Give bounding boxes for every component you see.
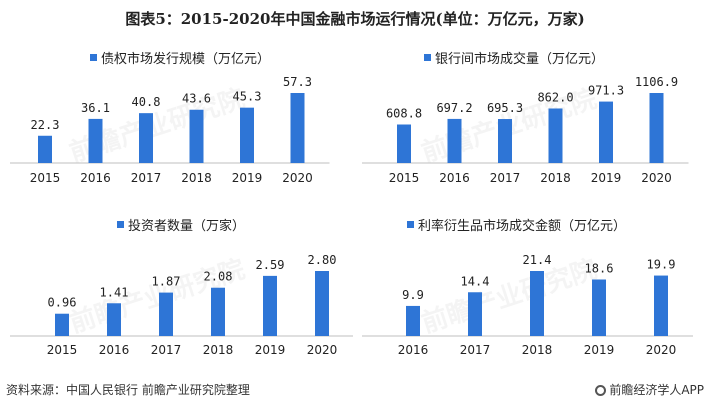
x-tick-label: 2016 [439,171,470,185]
bar [468,292,482,336]
data-label: 36.1 [81,101,110,115]
legend-marker [90,54,97,61]
data-label: 9.9 [402,288,424,302]
bar [159,292,173,336]
bar [211,287,225,336]
chart-svg: 前瞻产业研究院银行间市场成交量（万亿元）608.82015697.2201669… [362,51,689,185]
x-tick-label: 2020 [307,343,338,357]
chart-title: 投资者数量（万家） [128,218,245,234]
x-tick-label: 2015 [30,171,61,185]
x-tick-label: 2016 [80,171,111,185]
data-label: 14.4 [461,274,490,288]
page-title: 图表5：2015-2020年中国金融市场运行情况(单位：万亿元，万家) [125,10,585,28]
chart-title: 银行间市场成交量（万亿元） [435,51,604,67]
publisher-credit: 前瞻经济学人APP [595,381,704,398]
watermark: 前瞻产业研究院 [418,254,601,340]
legend-marker [117,221,124,228]
bar [592,279,606,336]
data-label: 40.8 [132,95,161,109]
data-label: 1106.9 [635,75,678,89]
data-label: 1.87 [152,275,181,289]
publisher-name: 前瞻经济学人APP [609,383,704,397]
publisher-logo-icon [595,385,607,396]
data-label: 2.08 [204,270,233,284]
legend-marker [407,221,414,228]
x-tick-label: 2019 [255,343,286,357]
data-label: 697.2 [436,101,472,115]
x-tick-label: 2015 [389,171,420,185]
bar [139,113,153,163]
bar [315,271,329,336]
data-label: 18.6 [585,262,614,276]
x-tick-label: 2018 [522,343,553,357]
bar [406,305,420,336]
source-note: 资料来源：中国人民银行 前瞻产业研究院整理 [6,383,250,397]
x-tick-label: 2017 [460,343,491,357]
chart-svg: 前瞻产业研究院投资者数量（万家）0.9620151.4120161.872017… [10,218,353,357]
bar [498,119,512,163]
chart-svg: 前瞻产业研究院 利率衍生品市场成交金额（万亿元） 9.9 2016 14.4 2017 21… [362,218,693,357]
bar [107,303,121,336]
chart-svg: 前瞻产业研究院债权市场发行规模（万亿元）22.3201536.1201640.8… [10,51,330,185]
data-label: 22.3 [31,118,60,132]
chart-title: 债权市场发行规模（万亿元） [101,51,270,67]
data-label: 43.6 [182,92,211,106]
x-tick-label: 2020 [282,171,313,185]
bar [55,313,69,336]
bar [240,107,254,163]
data-label: 695.3 [487,101,523,115]
chart-interbank-volume: 前瞻产业研究院银行间市场成交量（万亿元）608.82015697.2201669… [362,40,707,190]
chart-bond-issuance: 前瞻产业研究院 债权市场发行规模（万亿元） 22.3 2015 36.1 2016 40.8… [10,40,355,190]
x-tick-label: 2018 [181,171,212,185]
data-label: 971.3 [588,84,624,98]
x-tick-label: 2020 [641,171,672,185]
x-tick-label: 2018 [540,171,571,185]
data-label: 1.41 [100,285,129,299]
bar [654,275,668,336]
data-label: 862.0 [537,90,573,104]
bar [599,101,613,163]
x-tick-label: 2018 [203,343,234,357]
x-tick-label: 2016 [398,343,429,357]
x-tick-label: 2016 [99,343,130,357]
data-label: 2.80 [308,253,337,267]
bar [548,108,563,163]
data-label: 45.3 [233,90,262,104]
bar [447,118,462,163]
x-tick-label: 2015 [47,343,78,357]
data-label: 0.96 [48,296,77,310]
data-label: 19.9 [647,258,676,272]
x-tick-label: 2019 [591,171,622,185]
chart-title: 利率衍生品市场成交金额（万亿元） [418,218,626,234]
bar [530,271,544,336]
bar [263,275,277,336]
x-tick-label: 2017 [131,171,162,185]
data-label: 21.4 [523,253,552,267]
chart-investor-count: 前瞻产业研究院 投资者数量（万家） 0.96 2015 1.41 2016 1.87 2017… [10,207,355,362]
x-tick-label: 2019 [584,343,615,357]
bar [649,93,664,163]
bar [38,135,52,163]
x-tick-label: 2020 [646,343,677,357]
legend-marker [424,54,431,61]
data-label: 2.59 [256,258,285,272]
x-tick-label: 2019 [232,171,263,185]
bar [290,93,305,163]
data-label: 608.8 [386,106,422,120]
x-tick-label: 2017 [151,343,182,357]
data-label: 57.3 [283,75,312,89]
chart-rate-derivatives: 前瞻产业研究院 利率衍生品市场成交金额（万亿元） 9.9 2016 14.4 2017 21… [362,207,707,362]
bar [88,118,103,163]
x-tick-label: 2017 [490,171,521,185]
bar [189,109,204,163]
bar [397,124,411,163]
